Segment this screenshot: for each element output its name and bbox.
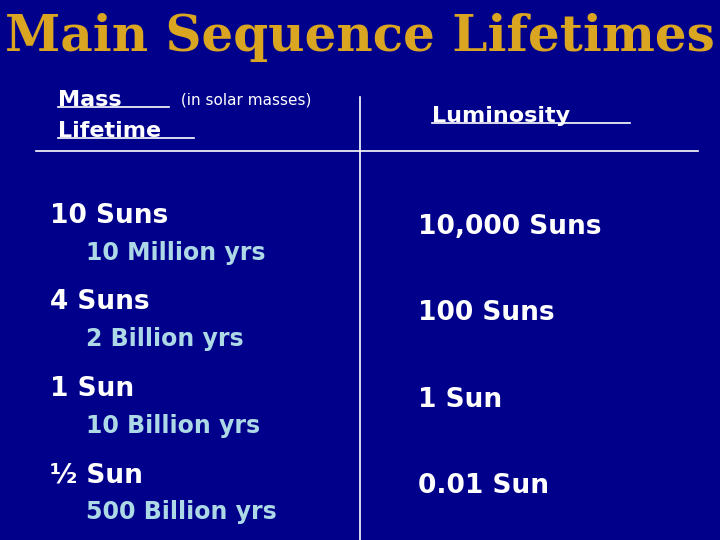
Text: 500 Billion yrs: 500 Billion yrs [86, 500, 277, 524]
Text: 10 Million yrs: 10 Million yrs [86, 241, 266, 265]
Text: 1 Sun: 1 Sun [50, 376, 135, 402]
Text: 1 Sun: 1 Sun [418, 387, 502, 413]
Text: Main Sequence Lifetimes: Main Sequence Lifetimes [5, 14, 715, 62]
Text: 2 Billion yrs: 2 Billion yrs [86, 327, 244, 351]
Text: 10 Suns: 10 Suns [50, 203, 168, 229]
Text: 100 Suns: 100 Suns [418, 300, 554, 326]
Text: Mass: Mass [58, 90, 121, 110]
Text: 10,000 Suns: 10,000 Suns [418, 214, 601, 240]
Text: ½ Sun: ½ Sun [50, 462, 143, 488]
Text: 0.01 Sun: 0.01 Sun [418, 473, 549, 499]
Text: Luminosity: Luminosity [432, 106, 570, 126]
Text: Lifetime: Lifetime [58, 120, 161, 141]
Text: 10 Billion yrs: 10 Billion yrs [86, 414, 261, 437]
Text: (in solar masses): (in solar masses) [176, 92, 312, 107]
Text: 4 Suns: 4 Suns [50, 289, 150, 315]
